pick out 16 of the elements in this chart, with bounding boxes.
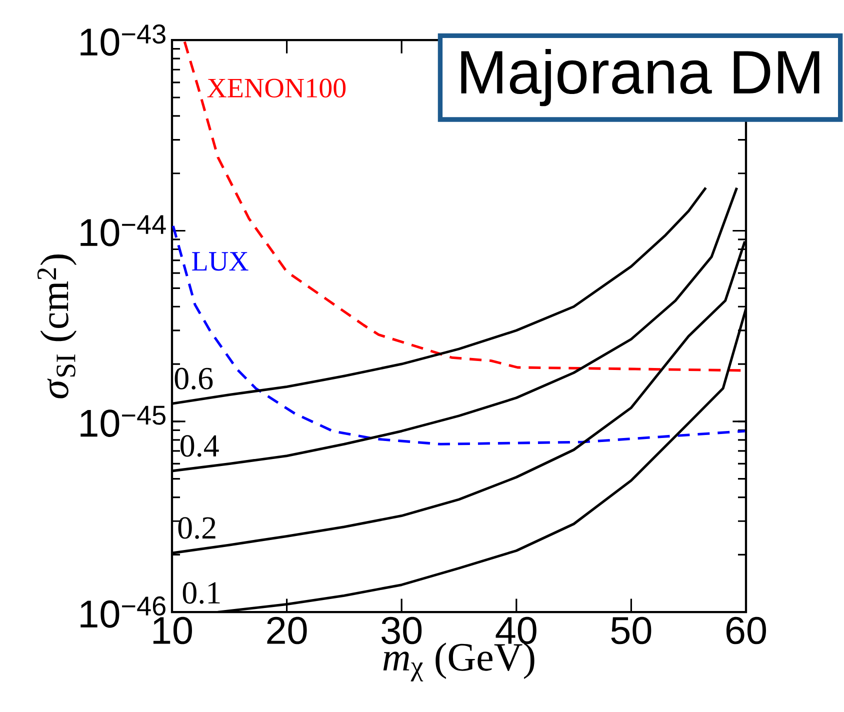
annotation: 0.2 xyxy=(178,517,216,539)
y-axis-title: σ$_{SI}$ (cm$^{2}$) xyxy=(37,254,77,398)
x-tick-label: 50 xyxy=(611,616,652,644)
annotation: 0.6 xyxy=(174,368,213,390)
y-tick-label: 10$^{−44}$ xyxy=(80,215,166,246)
annotation: 0.4 xyxy=(180,435,219,457)
x-tick-label: 60 xyxy=(726,616,766,644)
x-tick-label: 30 xyxy=(382,616,422,644)
series-label: LUX xyxy=(192,252,248,271)
annotation: Majorana DM xyxy=(461,48,820,106)
annotation: 0.1 xyxy=(182,582,220,604)
series-label: XENON100 xyxy=(207,78,346,98)
y-tick-label: 10$^{−43}$ xyxy=(80,24,166,56)
y-tick-label: 10$^{−45}$ xyxy=(80,406,166,437)
x-tick-label: 20 xyxy=(267,616,307,644)
x-tick-label: 40 xyxy=(496,616,536,644)
